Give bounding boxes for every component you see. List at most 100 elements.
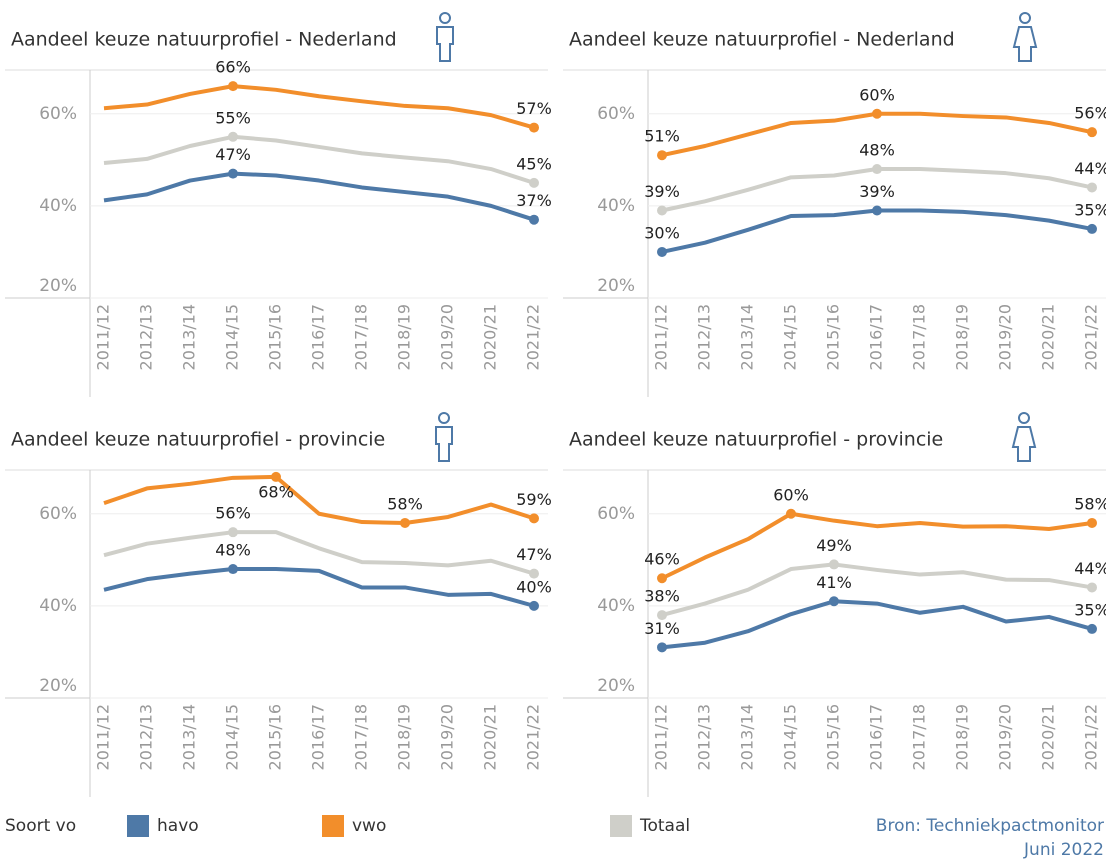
x-tick-label: 2011/12 bbox=[652, 304, 671, 370]
female-icon bbox=[1011, 12, 1038, 462]
x-tick-label: 2012/13 bbox=[695, 304, 714, 370]
y-tick-label: 20% bbox=[597, 676, 635, 696]
chart-title: Aandeel keuze natuurprofiel - Nederland bbox=[569, 29, 955, 51]
x-tick-label: 2014/15 bbox=[223, 704, 242, 770]
chart-title: Aandeel keuze natuurprofiel - provincie bbox=[569, 429, 943, 451]
line bbox=[103, 171, 535, 222]
data-label: 58% bbox=[387, 494, 423, 513]
data-label: 55% bbox=[215, 108, 251, 127]
point bbox=[872, 164, 882, 175]
data-label: 39% bbox=[859, 182, 895, 201]
x-tick-label: 2020/21 bbox=[481, 704, 500, 770]
data-label: 35% bbox=[1074, 600, 1106, 619]
x-tick-label: 2012/13 bbox=[137, 304, 156, 370]
x-tick-label: 2021/22 bbox=[1082, 704, 1101, 770]
line bbox=[103, 84, 535, 130]
x-tick-label: 2017/18 bbox=[910, 704, 929, 770]
data-label: 30% bbox=[644, 223, 680, 242]
point bbox=[529, 600, 539, 611]
point bbox=[228, 564, 238, 575]
point bbox=[529, 568, 539, 579]
point bbox=[657, 610, 667, 621]
line bbox=[103, 474, 535, 525]
x-tick-label: 2018/19 bbox=[953, 304, 972, 370]
legend-swatch bbox=[127, 815, 149, 837]
x-tick-label: 2018/19 bbox=[395, 704, 414, 770]
x-tick-label: 2011/12 bbox=[94, 304, 113, 370]
point bbox=[271, 471, 281, 482]
x-tick-label: 2020/21 bbox=[1039, 704, 1058, 770]
point bbox=[829, 559, 839, 570]
data-label: 40% bbox=[516, 577, 552, 596]
y-tick-label: 40% bbox=[39, 596, 77, 616]
y-tick-label: 20% bbox=[597, 276, 635, 296]
line bbox=[661, 208, 1093, 254]
point bbox=[657, 246, 667, 257]
legend-swatch bbox=[610, 815, 632, 837]
point bbox=[872, 205, 882, 216]
x-tick-label: 2015/16 bbox=[266, 304, 285, 370]
x-tick-label: 2016/17 bbox=[309, 304, 328, 370]
line bbox=[103, 530, 535, 576]
data-label: 37% bbox=[516, 191, 552, 210]
data-label: 58% bbox=[1074, 494, 1106, 513]
line bbox=[661, 599, 1093, 650]
data-label: 47% bbox=[516, 545, 552, 564]
data-label: 68% bbox=[258, 482, 294, 501]
point bbox=[529, 513, 539, 524]
point bbox=[228, 527, 238, 538]
point bbox=[1087, 223, 1097, 234]
x-tick-label: 2011/12 bbox=[652, 704, 671, 770]
point bbox=[1087, 127, 1097, 138]
data-label: 59% bbox=[516, 490, 552, 509]
point bbox=[1087, 582, 1097, 593]
y-tick-label: 40% bbox=[597, 196, 635, 216]
data-label: 48% bbox=[215, 541, 251, 560]
y-tick-label: 60% bbox=[597, 504, 635, 524]
y-tick-label: 20% bbox=[39, 276, 77, 296]
point bbox=[1087, 623, 1097, 634]
data-label: 39% bbox=[644, 182, 680, 201]
x-tick-label: 2014/15 bbox=[223, 304, 242, 370]
x-tick-label: 2018/19 bbox=[395, 304, 414, 370]
point bbox=[400, 517, 410, 528]
x-tick-label: 2018/19 bbox=[953, 704, 972, 770]
line bbox=[103, 567, 535, 608]
line bbox=[103, 134, 535, 185]
data-label: 57% bbox=[516, 99, 552, 118]
data-label: 48% bbox=[859, 141, 895, 160]
x-tick-label: 2019/20 bbox=[996, 304, 1015, 370]
legend-title: Soort vo bbox=[5, 816, 76, 836]
y-tick-label: 60% bbox=[39, 504, 77, 524]
x-tick-label: 2019/20 bbox=[996, 704, 1015, 770]
data-label: 45% bbox=[516, 154, 552, 173]
x-tick-label: 2021/22 bbox=[1082, 304, 1101, 370]
x-tick-label: 2013/14 bbox=[180, 704, 199, 770]
data-label: 41% bbox=[816, 573, 852, 592]
data-label: 46% bbox=[644, 550, 680, 569]
legend-swatch bbox=[322, 815, 344, 837]
point bbox=[657, 573, 667, 584]
point bbox=[786, 508, 796, 519]
data-label: 51% bbox=[644, 127, 680, 146]
point bbox=[228, 168, 238, 179]
chart-title: Aandeel keuze natuurprofiel - Nederland bbox=[11, 29, 397, 51]
source: Bron: Techniekpactmonitor bbox=[876, 816, 1104, 836]
data-label: 66% bbox=[215, 58, 251, 77]
data-label: 35% bbox=[1074, 200, 1106, 219]
x-tick-label: 2015/16 bbox=[266, 704, 285, 770]
point bbox=[657, 642, 667, 653]
point bbox=[657, 150, 667, 161]
y-tick-label: 40% bbox=[597, 596, 635, 616]
legend-label: vwo bbox=[352, 816, 386, 836]
x-tick-label: 2020/21 bbox=[481, 304, 500, 370]
data-label: 47% bbox=[215, 145, 251, 164]
point bbox=[228, 131, 238, 142]
data-label: 60% bbox=[859, 85, 895, 104]
x-tick-label: 2014/15 bbox=[781, 704, 800, 770]
point bbox=[872, 108, 882, 119]
x-tick-label: 2014/15 bbox=[781, 304, 800, 370]
y-tick-label: 60% bbox=[597, 104, 635, 124]
data-label: 56% bbox=[1074, 104, 1106, 123]
